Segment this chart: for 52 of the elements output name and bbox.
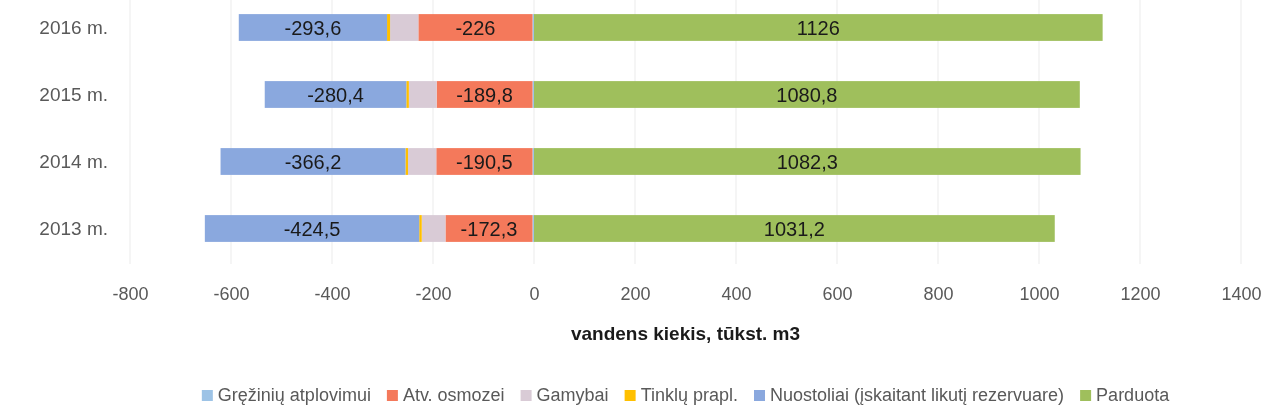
bar <box>408 81 437 108</box>
data-label: 1080,8 <box>776 83 838 106</box>
data-label: 1126 <box>796 16 840 39</box>
bar <box>405 148 408 175</box>
y-tick-label: 2015 m. <box>39 83 108 105</box>
bar <box>419 215 422 242</box>
bar <box>534 81 1080 108</box>
data-label: -189,8 <box>456 83 513 106</box>
bar <box>387 14 391 41</box>
data-label: 1031,2 <box>763 217 825 240</box>
bar <box>408 148 437 175</box>
x-tick-label: 600 <box>822 283 853 304</box>
x-tick-label: 400 <box>721 283 752 304</box>
data-label: -293,6 <box>284 16 342 39</box>
data-label: -190,5 <box>456 150 513 173</box>
data-label: -172,3 <box>460 217 518 240</box>
x-tick-label: 1200 <box>1120 283 1161 304</box>
y-tick-label: 2013 m. <box>39 217 108 239</box>
bar <box>264 81 407 108</box>
x-tick-label: -600 <box>213 283 250 304</box>
x-tick-label: 1000 <box>1019 283 1060 304</box>
x-tick-label: 0 <box>529 283 540 304</box>
legend-label: Gręžinių atplovimui <box>217 385 371 405</box>
legend-label: Nuostoliai (įskaitant likutį rezervuare) <box>770 385 1065 405</box>
bar <box>238 14 388 41</box>
data-label: -226 <box>455 16 496 39</box>
y-tick-label: 2016 m. <box>39 16 108 38</box>
bar <box>406 81 409 108</box>
x-axis-title: vandens kiekis, tūkst. m3 <box>570 323 801 344</box>
bar <box>534 215 1055 242</box>
bar <box>534 14 1103 41</box>
legend-label: Tinklų prapl. <box>640 385 738 405</box>
bar <box>418 14 533 41</box>
x-tick-label: 1400 <box>1221 283 1262 304</box>
x-tick-label: -400 <box>314 283 351 304</box>
x-tick-label: -200 <box>415 283 452 304</box>
data-label: -424,5 <box>283 217 341 240</box>
x-tick-label: -800 <box>112 283 149 304</box>
data-label: -280,4 <box>307 83 364 106</box>
bar <box>220 148 406 175</box>
y-tick-label: 2014 m. <box>39 150 108 172</box>
data-label: 1082,3 <box>776 150 838 173</box>
legend-label: Parduota <box>1096 385 1171 405</box>
bar <box>534 148 1081 175</box>
x-tick-label: 200 <box>620 283 651 304</box>
legend-label: Atv. osmozei <box>402 385 505 405</box>
bar <box>390 14 419 41</box>
bar <box>421 215 446 242</box>
bar <box>204 215 420 242</box>
x-tick-label: 800 <box>923 283 954 304</box>
legend-label: Gamybai <box>536 385 609 405</box>
data-label: -366,2 <box>284 150 342 173</box>
